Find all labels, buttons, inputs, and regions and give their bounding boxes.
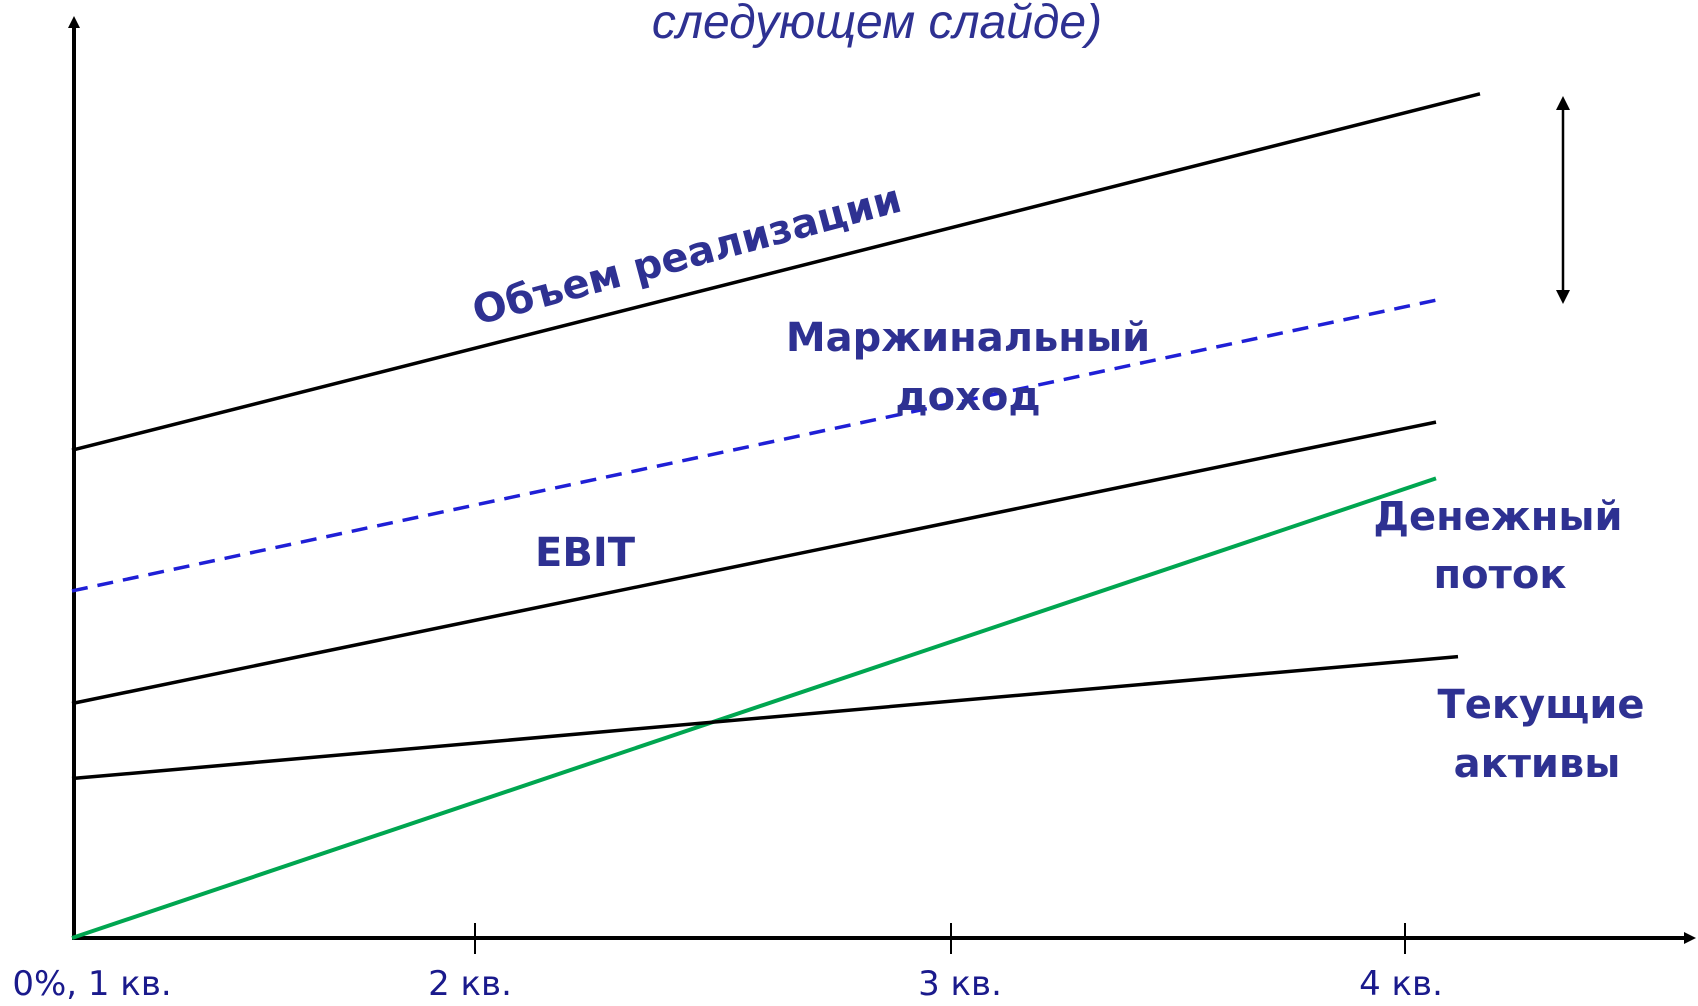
- series-group: [71, 92, 1481, 940]
- label-margin-line2: доход: [895, 374, 1040, 420]
- label-assets-line2: активы: [1454, 741, 1621, 787]
- series-line-1: [71, 92, 1481, 452]
- x-tick-label: 2 кв.: [428, 964, 512, 1004]
- label-cash-line1: Денежный: [1373, 494, 1622, 540]
- x-tick-label: 4 кв.: [1359, 964, 1443, 1004]
- chart-title: следующем слайде): [652, 0, 1102, 49]
- x-tick-label: 3 кв.: [918, 964, 1002, 1004]
- label-cash-line2: поток: [1434, 552, 1567, 598]
- series-line-3: [71, 420, 1437, 706]
- series-line-4: [71, 476, 1437, 940]
- series-line-5: [71, 654, 1459, 781]
- label-margin-line1: Маржинальный: [786, 315, 1150, 361]
- x-tick-label: 0%, 1 кв.: [12, 964, 171, 1004]
- label-assets-line1: Текущие: [1437, 682, 1644, 728]
- label-ebit: EBIT: [535, 530, 636, 576]
